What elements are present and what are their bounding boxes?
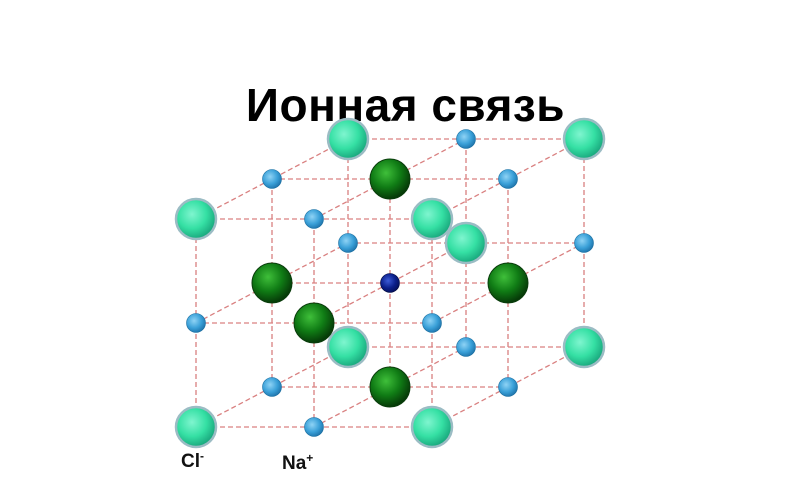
sodium-ion [338, 233, 358, 253]
sodium-ion [262, 377, 282, 397]
center-ion [380, 273, 400, 293]
dark-ion [369, 366, 411, 408]
lattice-ions [174, 117, 606, 449]
chloride-ion [174, 405, 218, 449]
dark-ion [369, 158, 411, 200]
bond-line [431, 242, 585, 324]
chloride-ion [444, 221, 488, 265]
sodium-ion [304, 417, 324, 437]
sodium-ion [456, 337, 476, 357]
sodium-ion [498, 377, 518, 397]
bond-line [313, 242, 467, 324]
sodium-ion [456, 129, 476, 149]
bond-line [195, 346, 349, 428]
bond-line [195, 138, 349, 220]
bond-line [431, 346, 585, 428]
sodium-ion [498, 169, 518, 189]
chloride-ion [326, 117, 370, 161]
chloride-ion [562, 325, 606, 369]
sodium-ion [304, 209, 324, 229]
sodium-ion [262, 169, 282, 189]
chloride-ion [562, 117, 606, 161]
sodium-ion [574, 233, 594, 253]
chloride-ion [174, 197, 218, 241]
chloride-ion [410, 197, 454, 241]
sodium-label: Na+ [282, 451, 314, 474]
chloride-ion [410, 405, 454, 449]
bond-line [313, 138, 467, 220]
dark-ion [293, 302, 335, 344]
sodium-ion [422, 313, 442, 333]
page-title: Ионная связь [245, 79, 566, 131]
bond-line [313, 346, 467, 428]
bond-line [195, 242, 349, 324]
chloride-ion [326, 325, 370, 369]
dark-ion [251, 262, 293, 304]
chloride-label: Cl- [181, 449, 204, 472]
bond-line [431, 138, 585, 220]
dark-ion [487, 262, 529, 304]
sodium-ion [186, 313, 206, 333]
